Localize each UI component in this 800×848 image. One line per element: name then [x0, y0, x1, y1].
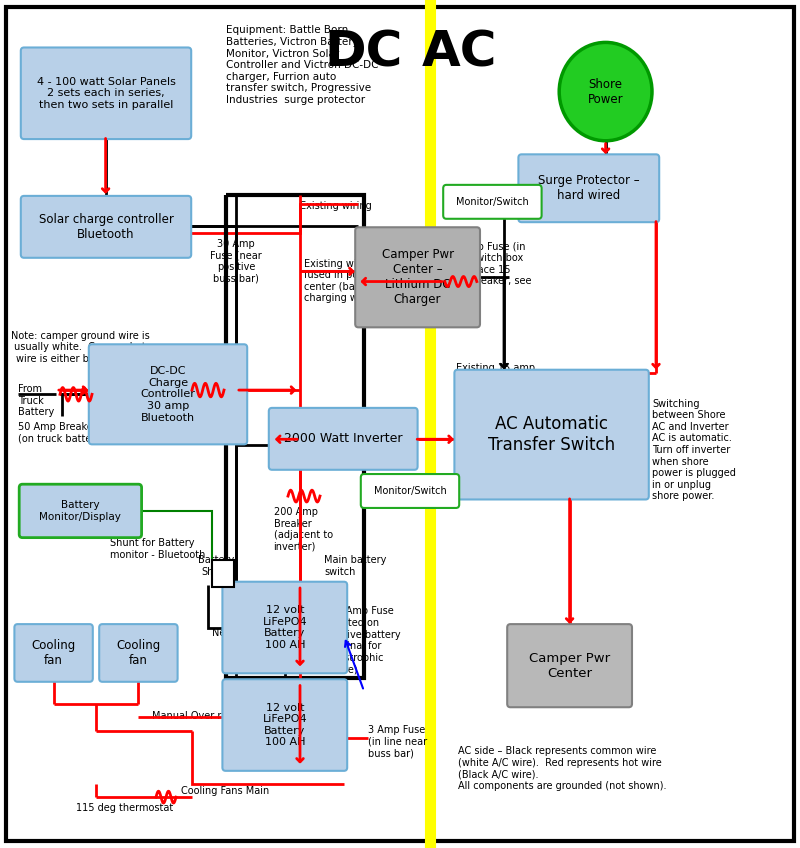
Text: Camper Pwr
Center –
Lithium DC
Charger: Camper Pwr Center – Lithium DC Charger: [382, 248, 454, 306]
FancyBboxPatch shape: [99, 624, 178, 682]
Text: Battery
Monitor/Display: Battery Monitor/Display: [39, 500, 122, 522]
Text: Cooling Fans Main: Cooling Fans Main: [182, 786, 270, 796]
Text: Shore
Power: Shore Power: [588, 77, 623, 106]
Text: 3 Amp Fuse
(in line near
buss bar): 3 Amp Fuse (in line near buss bar): [368, 725, 427, 758]
Text: Note: camper ground wire is
usually white.  Camper hot
wire is either black or r: Note: camper ground wire is usually whit…: [10, 331, 150, 364]
Text: Shunt for Battery
monitor - Bluetooth: Shunt for Battery monitor - Bluetooth: [110, 538, 206, 560]
Text: 250 Amp Fuse
(located on
Positive battery
terminal for
catastrophic
failure): 250 Amp Fuse (located on Positive batter…: [324, 606, 401, 674]
Text: 200 Amp
Breaker
(adjacent to
inverter): 200 Amp Breaker (adjacent to inverter): [274, 507, 333, 552]
FancyBboxPatch shape: [222, 582, 347, 673]
Text: 50 Amp Breaker
(on truck battery): 50 Amp Breaker (on truck battery): [18, 422, 105, 444]
FancyBboxPatch shape: [89, 344, 247, 444]
FancyBboxPatch shape: [212, 560, 234, 587]
Text: DC-DC
Charge
Controller
30 amp
Bluetooth: DC-DC Charge Controller 30 amp Bluetooth: [141, 366, 195, 422]
Text: Manual Over ride: Manual Over ride: [152, 711, 236, 721]
FancyBboxPatch shape: [518, 154, 659, 222]
FancyBboxPatch shape: [507, 624, 632, 707]
Text: 15 Amp Fuse (in
auto switch box
to replace 15
amp breaker, see
below): 15 Amp Fuse (in auto switch box to repla…: [446, 242, 532, 298]
Text: Solar charge controller
Bluetooth: Solar charge controller Bluetooth: [38, 213, 174, 241]
Text: Cooling
fan: Cooling fan: [31, 639, 76, 667]
Text: Monitor/Switch: Monitor/Switch: [456, 197, 529, 207]
Text: Switching
between Shore
AC and Inverter
AC is automatic.
Turn off inverter
when : Switching between Shore AC and Inverter …: [652, 399, 736, 501]
FancyBboxPatch shape: [222, 679, 347, 771]
Text: 50 Amp
Breaker
(below
inverter): 50 Amp Breaker (below inverter): [170, 394, 211, 439]
Text: 4 - 100 watt Solar Panels
2 sets each in series,
then two sets in parallel: 4 - 100 watt Solar Panels 2 sets each in…: [37, 76, 175, 110]
Text: 30 Amp
Fuse (near
positive
buss bar): 30 Amp Fuse (near positive buss bar): [210, 239, 262, 284]
Text: From
Truck
Battery: From Truck Battery: [18, 384, 54, 417]
FancyBboxPatch shape: [14, 624, 93, 682]
Ellipse shape: [559, 42, 652, 141]
Text: AC side – Black represents common wire
(white A/C wire).  Red represents hot wir: AC side – Black represents common wire (…: [458, 746, 666, 791]
Text: 115 deg thermostat: 115 deg thermostat: [76, 803, 174, 813]
FancyBboxPatch shape: [355, 227, 480, 327]
Text: Cooling
fan: Cooling fan: [116, 639, 161, 667]
Text: 2000 Watt Inverter: 2000 Watt Inverter: [284, 432, 402, 445]
Text: 12 volt
LiFePO4
Battery
100 AH: 12 volt LiFePO4 Battery 100 AH: [262, 703, 307, 747]
Text: Surge Protector –
hard wired: Surge Protector – hard wired: [538, 174, 640, 203]
Text: AC: AC: [422, 29, 498, 76]
Text: Main battery
switch: Main battery switch: [324, 555, 386, 577]
FancyBboxPatch shape: [21, 47, 191, 139]
Text: 12 volt
LiFePO4
Battery
100 AH: 12 volt LiFePO4 Battery 100 AH: [262, 605, 307, 650]
Text: Camper Pwr
Center: Camper Pwr Center: [529, 651, 610, 680]
Text: Existing wiring: Existing wiring: [300, 201, 372, 211]
Text: Neg: Neg: [212, 628, 231, 638]
Text: Existing wiring,
fused in power
center (batt
charging wire): Existing wiring, fused in power center (…: [304, 259, 379, 304]
FancyBboxPatch shape: [454, 370, 649, 499]
Text: Equipment: Battle Born
Batteries, Victron Battery
Monitor, Victron Solar
Control: Equipment: Battle Born Batteries, Victro…: [226, 25, 379, 105]
FancyBboxPatch shape: [21, 196, 191, 258]
FancyBboxPatch shape: [443, 185, 542, 219]
Text: Battery
Shunt: Battery Shunt: [198, 555, 234, 577]
FancyBboxPatch shape: [19, 484, 142, 538]
Text: Existing 15 amp
breaker removed
from pwr center so
this charger does
not run whe: Existing 15 amp breaker removed from pwr…: [456, 363, 549, 431]
FancyBboxPatch shape: [361, 474, 459, 508]
Text: DC: DC: [325, 29, 403, 76]
FancyBboxPatch shape: [269, 408, 418, 470]
Text: Monitor/Switch: Monitor/Switch: [374, 486, 446, 496]
Text: AC Automatic
Transfer Switch: AC Automatic Transfer Switch: [488, 416, 615, 454]
